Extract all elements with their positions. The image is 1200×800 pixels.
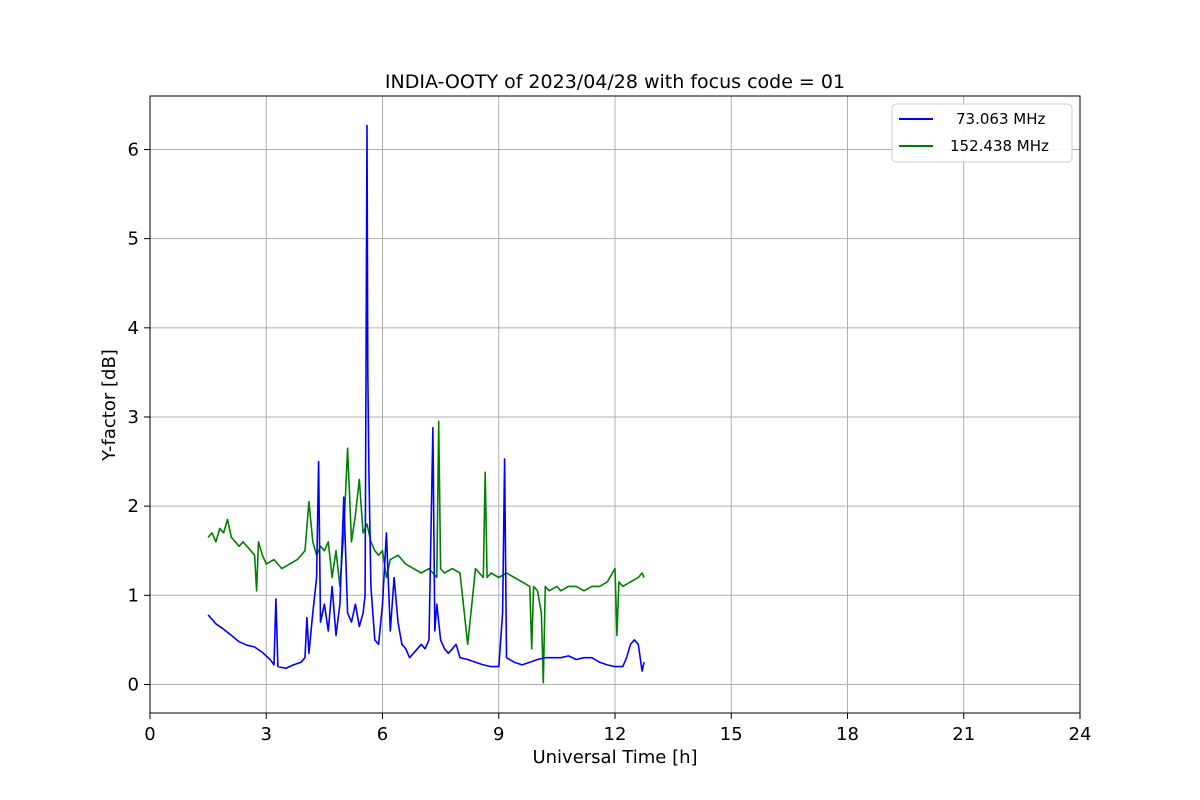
- y-tick-label: 6: [128, 139, 139, 160]
- x-tick-label: 0: [144, 724, 155, 745]
- legend-label-152mhz: 152.438 MHz: [950, 137, 1049, 155]
- chart-title: INDIA-OOTY of 2023/04/28 with focus code…: [385, 71, 845, 93]
- x-axis-label: Universal Time [h]: [532, 747, 697, 768]
- y-tick-label: 0: [128, 674, 139, 695]
- y-tick-label: 5: [128, 229, 139, 250]
- series-152mhz-line: [207, 420, 645, 684]
- x-tick-label: 21: [952, 724, 975, 745]
- x-tick-label: 18: [836, 724, 859, 745]
- x-tick-label: 15: [720, 724, 743, 745]
- x-tick-label: 12: [604, 724, 627, 745]
- y-tick-label: 2: [128, 496, 139, 517]
- series-73mhz-line: [207, 124, 645, 672]
- x-tick-label: 9: [493, 724, 504, 745]
- x-tick-label: 24: [1069, 724, 1092, 745]
- y-tick-label: 4: [128, 318, 139, 339]
- y-tick-label: 3: [128, 407, 139, 428]
- y-axis-label: Y-factor [dB]: [99, 349, 120, 462]
- x-tick-label: 6: [377, 724, 388, 745]
- x-tick-label: 3: [261, 724, 272, 745]
- y-tick-label: 1: [128, 585, 139, 606]
- y-axis: 0 1 2 3 4 5 6: [128, 139, 150, 695]
- legend-label-73mhz: 73.063 MHz: [956, 110, 1045, 128]
- x-axis: 0 3 6 9 12 15 18 21 24: [144, 713, 1091, 745]
- series-layer: [207, 124, 645, 684]
- legend-box: [891, 103, 1073, 163]
- legend: 73.063 MHz 152.438 MHz: [891, 103, 1073, 163]
